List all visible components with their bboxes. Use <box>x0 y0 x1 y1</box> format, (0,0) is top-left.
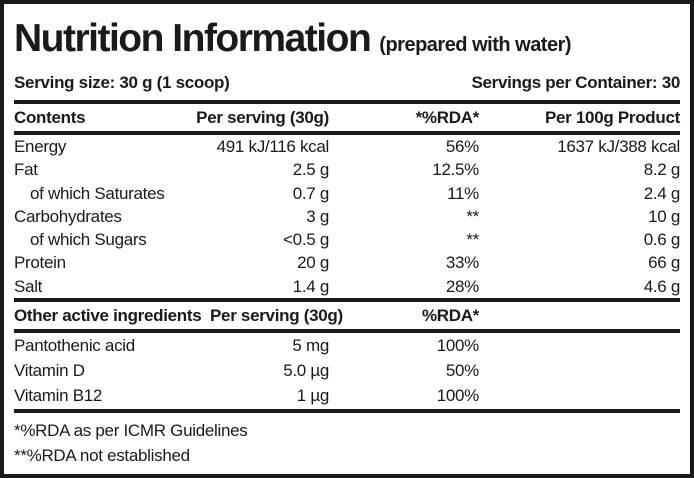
value-rda: 50% <box>445 361 479 381</box>
header-other-ingredients: Other active ingredients <box>14 298 210 334</box>
value-per-serving: 5 mg <box>292 336 329 356</box>
secondary-table-header-row: Other active ingredients Per serving (30… <box>14 298 680 334</box>
servings-per-container: Servings per Container: 30 <box>471 73 680 92</box>
table-row-vitamin-d: Vitamin D 5.0 µg 50% <box>14 358 680 383</box>
value-per-serving: 1.4 g <box>292 276 330 296</box>
value-per-serving: 5.0 µg <box>283 361 329 381</box>
value-per-100g: 10 g <box>648 206 680 226</box>
row-label: Energy <box>14 137 67 156</box>
header-per-100g: Per 100g Product <box>479 100 680 135</box>
value-per-100g: 8.2 g <box>643 160 681 180</box>
table-row-fat: Fat 2.5 g 12.5% 8.2 g <box>14 158 680 181</box>
value-per-serving: 1 µg <box>296 386 330 406</box>
table-row-vitamin-b12: Vitamin B12 1 µg 100% <box>14 383 680 408</box>
value-per-100g: 0.6 g <box>643 230 681 250</box>
row-label: Pantothenic acid <box>14 336 135 356</box>
value-rda: 12.5% <box>432 160 479 180</box>
value-rda: ** <box>466 206 479 226</box>
value-per-100g <box>479 331 680 358</box>
serving-info-row: Serving size: 30 g (1 scoop) Servings pe… <box>14 71 680 95</box>
other-ingredients-table: Other active ingredients Per serving (30… <box>14 298 680 408</box>
label-header: Nutrition Information (prepared with wate… <box>14 16 680 62</box>
row-label: of which Saturates <box>30 183 165 203</box>
header-rda-2: %RDA* <box>329 298 479 334</box>
value-per-100g: 4.6 g <box>643 276 681 296</box>
footnote-rda-not-established: **%RDA not established <box>14 446 190 466</box>
row-label: Salt <box>14 276 43 296</box>
value-per-100g: 1637 kJ/388 kcal <box>557 137 680 156</box>
value-rda: 33% <box>445 253 479 273</box>
value-per-100g <box>479 358 680 383</box>
value-per-serving: 491 kJ/116 kcal <box>216 137 330 156</box>
table-row-carbohydrates: Carbohydrates 3 g ** 10 g <box>14 205 680 228</box>
value-rda: 11% <box>447 183 479 203</box>
value-rda: 100% <box>436 336 480 356</box>
table-row-saturates: of which Saturates 0.7 g 11% 2.4 g <box>14 182 680 205</box>
table-row-energy: Energy 491 kJ/116 kcal 56% 1637 kJ/388 k… <box>14 133 680 158</box>
value-per-100g: 2.4 g <box>643 183 681 203</box>
table-row-protein: Protein 20 g 33% 66 g <box>14 251 680 274</box>
row-label: of which Sugars <box>30 230 147 250</box>
row-label: Vitamin D <box>14 361 85 381</box>
header-rda: *%RDA* <box>329 100 479 135</box>
table-row-salt: Salt 1.4 g 28% 4.6 g <box>14 275 680 298</box>
main-nutrition-table: Contents Per serving (30g) *%RDA* Per 10… <box>14 100 680 298</box>
row-label: Fat <box>14 160 38 180</box>
serving-size: Serving size: 30 g (1 scoop) <box>14 73 230 92</box>
label-title: Nutrition Information <box>14 17 372 60</box>
header-empty <box>479 298 680 334</box>
footnote-rda-icmr: *%RDA as per ICMR Guidelines <box>14 421 248 441</box>
value-per-serving: 20 g <box>297 253 329 273</box>
value-per-100g: 66 g <box>648 253 680 273</box>
header-contents: Contents <box>14 100 184 135</box>
footnotes: *%RDA as per ICMR Guidelines **%RDA not … <box>14 418 680 468</box>
header-per-serving: Per serving (30g) <box>184 100 329 135</box>
row-label: Vitamin B12 <box>14 386 103 406</box>
value-per-serving: 0.7 g <box>292 183 330 203</box>
main-table-header-row: Contents Per serving (30g) *%RDA* Per 10… <box>14 100 680 135</box>
row-label: Protein <box>14 253 66 273</box>
table-row-pantothenic-acid: Pantothenic acid 5 mg 100% <box>14 331 680 358</box>
header-per-serving-2: Per serving (30g) <box>210 298 343 334</box>
value-rda: ** <box>466 230 479 250</box>
value-rda: 28% <box>445 276 479 296</box>
value-per-serving: <0.5 g <box>283 230 329 250</box>
value-per-serving: 3 g <box>306 206 329 226</box>
value-rda: 56% <box>445 137 479 156</box>
value-per-serving: 2.5 g <box>292 160 330 180</box>
footnote-divider-rule <box>14 409 680 414</box>
label-subtitle: (prepared with water) <box>379 34 572 56</box>
value-rda: 100% <box>436 386 480 406</box>
value-per-100g <box>479 383 680 408</box>
row-label: Carbohydrates <box>14 206 122 226</box>
table-row-sugars: of which Sugars <0.5 g ** 0.6 g <box>14 228 680 251</box>
